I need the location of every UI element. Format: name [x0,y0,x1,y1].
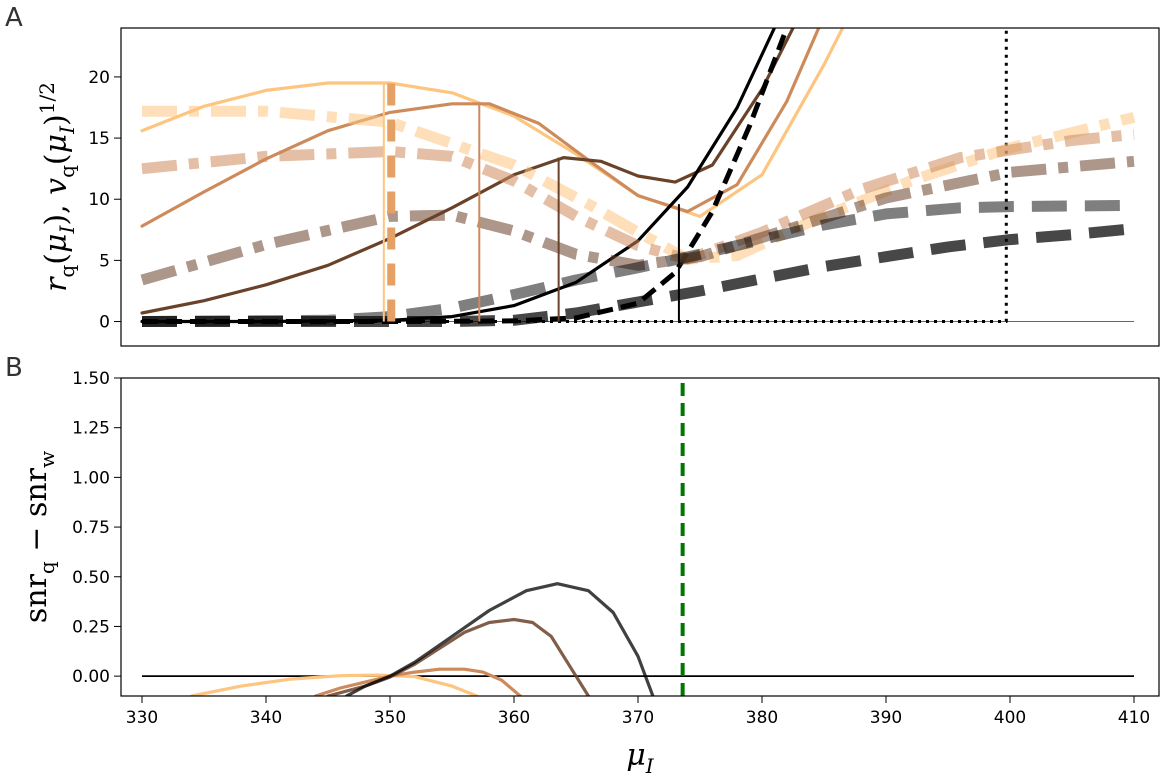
panel-b-x-tick-label: 410 [1118,708,1150,728]
panel-b-x-tick-label: 370 [622,708,654,728]
panel-b-series-3-solid-line [345,582,655,696]
panel-b-y-tick-label: 0.00 [72,667,110,687]
panel-b-series-0-solid-line [190,673,479,696]
panel-b-x-tick-label: 330 [126,708,158,728]
panel-a-y-tick-label: 10 [88,190,110,210]
panel-b-x-tick-label: 380 [746,708,778,728]
panel-b-x-tick-label: 390 [870,708,902,728]
panel-a-background [121,28,1159,346]
panel-a-y-tick-label: 15 [88,129,110,149]
panel-b-y-tick-label: 0.75 [72,518,110,538]
panel-b-ticks: 0.00 0.25 0.50 0.75 1.00 1.25 1.50 330 340 350 360… [72,369,1150,728]
panel-a-y-axis-label: rq(μI), vq(μI)1/2 [35,82,79,292]
panel-a-frame [120,27,1160,347]
panel-b-y-tick-label: 1.00 [72,468,110,488]
panel-a-series-6-dashdot-line [142,105,1136,265]
panel-b-x-tick-label: 360 [498,708,530,728]
panel-b-letter: B [5,353,23,383]
panel-a-y-tick-label: 20 [88,68,110,88]
panel-b-series-1-solid-line [314,667,522,696]
panel-a-series-0-solid-line [140,28,845,218]
panel-b-y-tick-label: 1.25 [72,419,110,439]
panel-a-series-2-solid-line [140,28,795,315]
panel-a-series-10-dashed-line [142,223,1135,327]
panel-b-x-tick-label: 350 [374,708,406,728]
panel-a-y-tick-label: 0 [99,313,110,333]
panel-b-y-tick-label: 1.50 [72,369,110,389]
panel-a-plot-area [140,28,1136,327]
panel-a-y-ticks: 0 5 10 15 20 [88,68,121,333]
panel-b-x-axis-label: μI [626,738,655,775]
panel-a-series-7-dashdot-line [141,128,1135,265]
panel-b-x-tick-label: 400 [994,708,1026,728]
panel-b: B 0.00 0.25 0.50 0.75 1.00 1.25 1.50 330 340 350 3… [5,353,1160,775]
panel-b-frame [120,377,1160,697]
panel-b-y-tick-label: 0.25 [72,617,110,637]
panel-b-x-tick-label: 340 [250,708,282,728]
panel-b-y-axis-label: snrq − snrw [19,451,59,623]
panel-a-letter: A [5,3,23,33]
panel-b-y-tick-label: 0.50 [72,568,110,588]
panel-b-plot-area [142,378,1134,696]
panel-a-y-tick-label: 5 [99,251,110,271]
panel-b-background [121,378,1159,696]
panel-a-series-1-solid-line [140,28,821,228]
panel-a-series-9-dashed-line [141,199,1135,327]
panel-a-series-8-dashdot-line [140,155,1135,286]
panel-a: A 0 5 10 15 20 rq(μI), vq(μI)1/2 [5,3,1160,347]
